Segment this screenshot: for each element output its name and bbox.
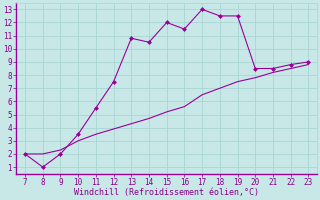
X-axis label: Windchill (Refroidissement éolien,°C): Windchill (Refroidissement éolien,°C) (74, 188, 259, 197)
